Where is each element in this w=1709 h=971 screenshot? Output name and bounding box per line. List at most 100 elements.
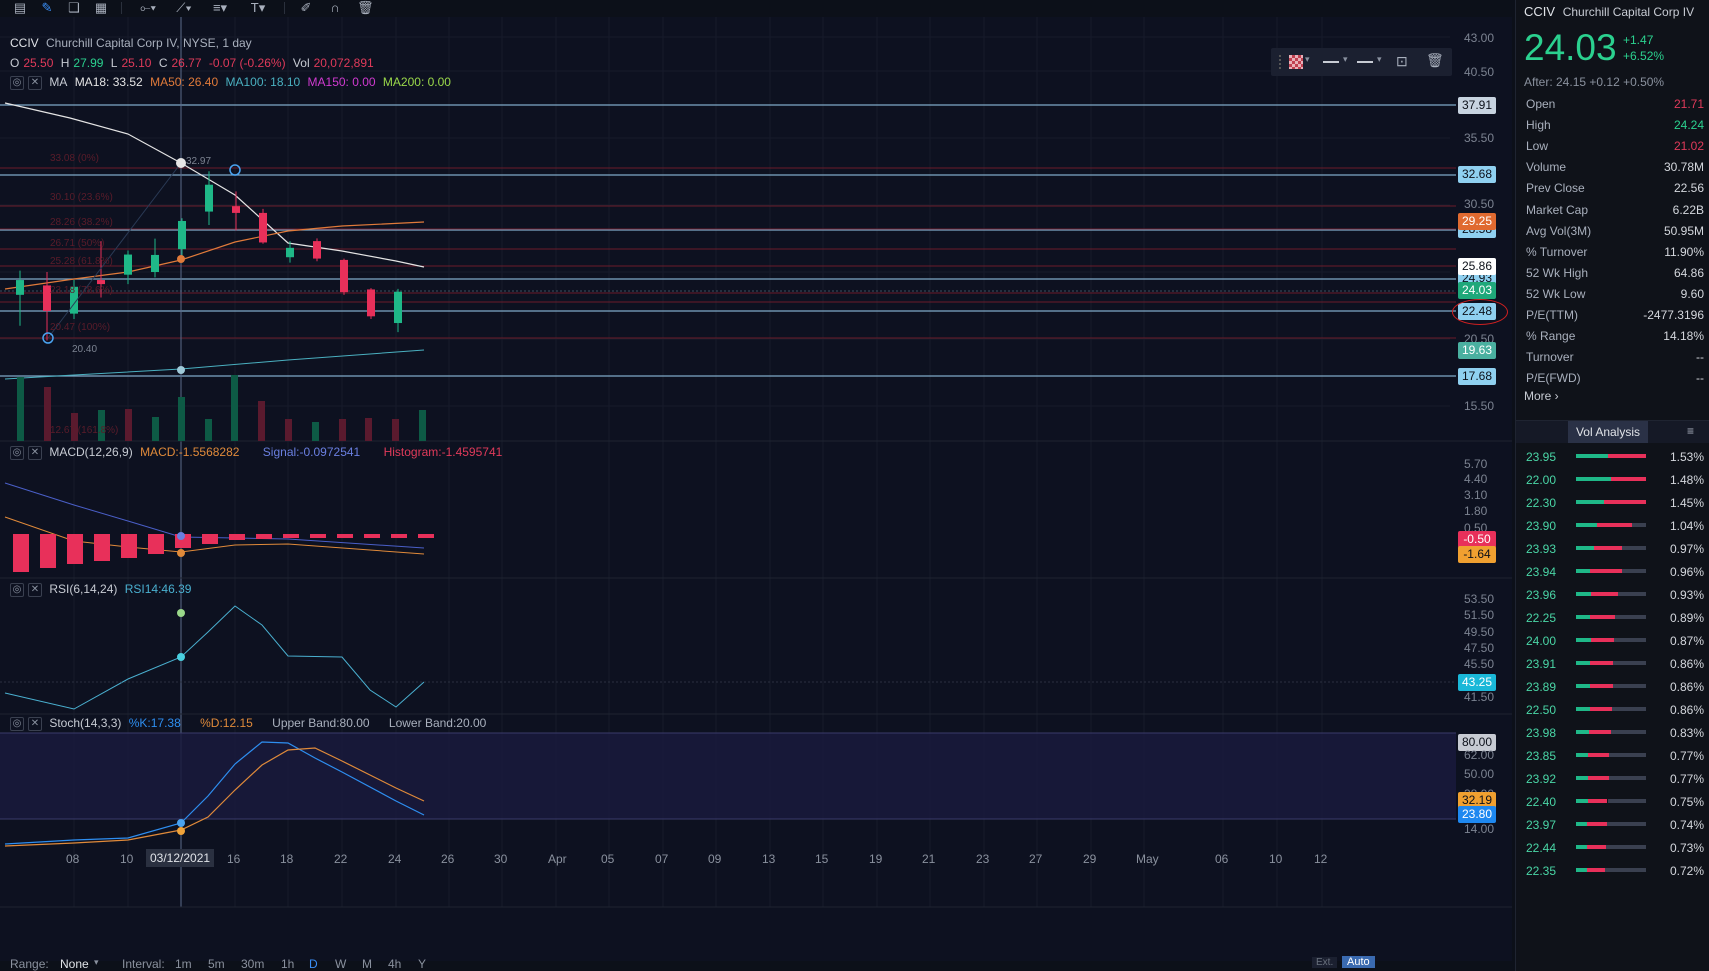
settings-icon[interactable]: ◎ (10, 445, 24, 460)
fib-tool-icon[interactable]: ≡▾ (212, 0, 228, 15)
line-tool-icon[interactable]: ⟜▾ (140, 0, 156, 15)
vol-price: 23.90 (1526, 519, 1557, 533)
vol-bar-sell (1607, 454, 1646, 458)
vol-analysis-row: 22.00 1.48% (1526, 469, 1704, 492)
vol-analysis-row: 23.93 0.97% (1526, 538, 1704, 561)
quote-row-value: 14.18% (1663, 329, 1704, 344)
axis-label: 53.50 (1464, 592, 1495, 606)
macd-hist-value: Histogram:-1.4595741 (383, 445, 503, 459)
open-value: 25.50 (23, 56, 54, 70)
close-icon[interactable]: ✕ (28, 75, 42, 90)
drag-handle-icon[interactable] (1279, 55, 1282, 69)
chevron-down-icon[interactable]: ▾ (94, 957, 99, 967)
quote-row: % Range 14.18% (1526, 326, 1704, 347)
interval-d[interactable]: D (309, 957, 318, 971)
price-tag: 19.63 (1458, 342, 1496, 359)
x-axis-label: 13 (762, 852, 776, 866)
interval-y[interactable]: Y (418, 957, 427, 971)
interval-m[interactable]: M (362, 957, 372, 971)
range-select[interactable]: None (60, 957, 89, 971)
vol-pct: 0.72% (1669, 864, 1704, 878)
interval-1h[interactable]: 1h (281, 957, 295, 971)
chart-area[interactable]: CCIV Churchill Capital Corp IV, NYSE, 1 … (0, 17, 1512, 961)
color-swatch-icon[interactable] (1289, 55, 1303, 69)
candles-group (16, 171, 402, 341)
vol-bar-buy (1576, 684, 1590, 688)
chevron-down-icon[interactable]: ▾ (1343, 54, 1348, 64)
quote-row-label: P/E(FWD) (1526, 371, 1581, 386)
vol-pct: 0.73% (1669, 841, 1704, 855)
axis-label: 49.50 (1464, 625, 1495, 639)
vol-bar-buy (1576, 753, 1588, 757)
lock-icon[interactable]: ⊡ (1396, 53, 1408, 69)
close-icon[interactable]: ✕ (28, 582, 42, 597)
price-tag: -1.64 (1458, 546, 1496, 563)
vol-analysis-row: 23.94 0.96% (1526, 561, 1704, 584)
ruler-icon[interactable]: ✐ (300, 0, 312, 15)
price-tag: 43.25 (1458, 674, 1496, 691)
axis-label: 3.10 (1464, 488, 1488, 502)
vol-analysis-row: 22.35 0.72% (1526, 860, 1704, 883)
vol-bar-neutral (1632, 523, 1646, 527)
vol-bar-sell (1587, 776, 1609, 780)
settings-icon[interactable]: ◎ (10, 716, 24, 731)
vol-bar-neutral (1613, 684, 1646, 688)
chart-canvas[interactable] (0, 17, 1512, 961)
quote-row-value: 50.95M (1663, 223, 1704, 238)
chevron-down-icon[interactable]: ▾ (1305, 54, 1310, 64)
quote-row-value: 64.86 (1673, 265, 1704, 280)
close-icon[interactable]: ✕ (28, 716, 42, 731)
magnet-icon[interactable]: ∩ (330, 0, 340, 15)
interval-5m[interactable]: 5m (208, 957, 225, 971)
quote-row-label: 52 Wk High (1526, 265, 1589, 280)
vol-price: 23.95 (1526, 450, 1557, 464)
line-style-icon[interactable] (1357, 61, 1373, 63)
drawing-style-toolbar: ▾ ▾ ▾ ⊡ 🗑 (1271, 48, 1452, 76)
vol-pct: 1.04% (1669, 519, 1704, 533)
vol-bar-sell (1611, 477, 1646, 481)
x-axis-label: 09 (708, 852, 722, 866)
chevron-down-icon[interactable]: ▾ (1377, 54, 1382, 64)
quote-row: 52 Wk High 64.86 (1526, 263, 1704, 284)
auto-button[interactable]: Auto (1342, 956, 1375, 968)
vol-price: 23.96 (1526, 588, 1557, 602)
trash-icon[interactable]: 🗑 (1426, 52, 1444, 68)
quote-row-label: % Range (1526, 329, 1576, 344)
vol-bar-sell (1587, 845, 1607, 849)
vol-bar-sell (1597, 523, 1632, 527)
vol-bar-sell (1604, 500, 1646, 504)
vol-bar-buy (1576, 523, 1597, 527)
quote-row-value: 21.02 (1673, 139, 1704, 154)
bottom-bar: Range: None ▾ Interval: 1m 5m 30m 1h D W… (0, 956, 1512, 971)
vol-price: 22.50 (1526, 703, 1557, 717)
vol-analysis-row: 24.00 0.87% (1526, 630, 1704, 653)
vol-bar-buy (1576, 638, 1592, 642)
interval-w[interactable]: W (335, 957, 347, 971)
vol-analysis-row: 22.50 0.86% (1526, 699, 1704, 722)
interval-1m[interactable]: 1m (175, 957, 192, 971)
trash-icon[interactable]: 🗑 (357, 0, 374, 15)
bookmark-icon[interactable]: ❑ (68, 0, 80, 15)
interval-30m[interactable]: 30m (241, 957, 265, 971)
settings-icon[interactable]: ◎ (10, 582, 24, 597)
vol-price: 24.00 (1526, 634, 1557, 648)
quote-row: Turnover -- (1526, 347, 1704, 368)
line-width-icon[interactable] (1323, 61, 1339, 63)
vol-bar-neutral (1606, 822, 1646, 826)
low-label: L (110, 56, 118, 70)
quote-change-pct: +6.52% (1623, 49, 1665, 63)
quote-row: Volume 30.78M (1526, 157, 1704, 178)
vol-analysis-tab[interactable]: Vol Analysis (1568, 421, 1648, 443)
list-icon[interactable]: ≡ (1687, 424, 1695, 438)
interval-4h[interactable]: 4h (388, 957, 402, 971)
layout-icon[interactable]: ▦ (94, 0, 108, 15)
ext-button[interactable]: Ext. (1312, 957, 1338, 968)
text-tool-icon[interactable]: T▾ (250, 0, 266, 15)
pencil-icon[interactable]: ✎ (41, 0, 53, 15)
close-icon[interactable]: ✕ (28, 445, 42, 460)
vol-pct: 0.83% (1669, 726, 1704, 740)
chart-type-icon[interactable]: ▤ (13, 0, 27, 15)
settings-icon[interactable]: ◎ (10, 75, 24, 90)
trend-tool-icon[interactable]: ⟋▾ (176, 0, 192, 15)
more-link[interactable]: More › (1524, 389, 1559, 403)
